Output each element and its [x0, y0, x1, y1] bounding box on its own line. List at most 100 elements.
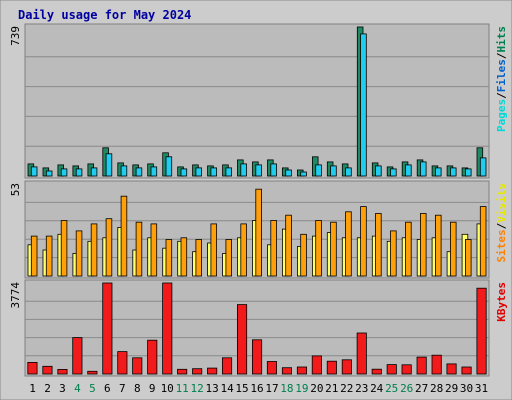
bar-kbytes-day-7	[117, 351, 128, 375]
bar-files-day-16	[255, 164, 262, 177]
legend-entry: Hits	[495, 26, 508, 53]
bar-sites-day-24	[375, 213, 382, 277]
bar-files-day-3	[60, 168, 68, 177]
bar-sites-day-23	[360, 206, 367, 277]
bar-files-day-8	[135, 167, 143, 177]
bar-sites-day-15	[240, 223, 247, 277]
bar-kbytes-day-27	[416, 356, 427, 375]
bar-kbytes-day-5	[87, 370, 98, 375]
legend-entry: Files	[495, 59, 508, 92]
bar-kbytes-day-30	[461, 366, 472, 375]
bar-kbytes-day-4	[72, 337, 83, 375]
x-tick-label-day-25: 25	[385, 382, 398, 395]
bar-sites-day-26	[405, 221, 412, 277]
bar-kbytes-day-19	[296, 366, 307, 375]
bar-kbytes-day-18	[281, 367, 292, 375]
x-tick-label-day-18: 18	[280, 382, 293, 395]
bar-files-day-14	[225, 167, 232, 177]
x-tick-label-day-26: 26	[400, 382, 413, 395]
bar-kbytes-day-17	[266, 361, 277, 375]
bar-sites-day-4	[75, 230, 83, 277]
bar-sites-day-1	[30, 235, 38, 277]
bar-sites-day-21	[330, 221, 337, 277]
legend-entry: /	[495, 92, 508, 99]
x-tick-label-day-2: 2	[44, 382, 51, 395]
bar-kbytes-day-10	[162, 282, 173, 375]
bar-kbytes-day-14	[221, 357, 233, 375]
bar-kbytes-day-25	[386, 364, 397, 375]
x-tick-label-day-21: 21	[325, 382, 338, 395]
bar-sites-day-10	[165, 239, 173, 277]
bar-kbytes-day-6	[102, 282, 113, 375]
bar-files-day-13	[210, 167, 217, 177]
y-axis-max-label: 739	[9, 26, 22, 46]
y-axis-max-label: 53	[9, 183, 22, 196]
bar-sites-day-20	[315, 220, 322, 277]
bar-kbytes-day-15	[236, 304, 248, 375]
x-tick-label-day-24: 24	[370, 382, 384, 395]
bar-files-day-25	[390, 168, 397, 177]
bar-files-day-9	[150, 166, 158, 177]
bar-files-day-12	[195, 167, 202, 177]
bar-kbytes-day-8	[132, 357, 143, 375]
bar-kbytes-day-21	[326, 360, 337, 375]
bar-files-day-26	[405, 164, 412, 177]
bar-files-day-30	[464, 168, 472, 177]
bar-files-day-2	[45, 170, 53, 177]
bar-sites-day-27	[419, 213, 427, 277]
x-axis-tick-labels: 1 2 3 4 5 6 7 8 9 10 11 12 13 14 15 16 17 18 19 20 21 22 23 24 2…	[29, 382, 488, 395]
bar-files-day-7	[120, 165, 128, 177]
x-tick-label-day-5: 5	[89, 382, 96, 395]
bar-kbytes-day-2	[42, 365, 53, 375]
bar-sites-day-2	[45, 235, 53, 277]
bar-files-day-28	[434, 167, 442, 177]
bar-sites-day-22	[345, 211, 352, 277]
bar-sites-day-30	[464, 239, 472, 277]
x-tick-label-day-22: 22	[340, 382, 353, 395]
x-tick-label-day-16: 16	[250, 382, 263, 395]
bar-sites-day-6	[105, 218, 113, 277]
x-tick-label-day-28: 28	[430, 382, 443, 395]
panel-legend: Pages/Files/Hits	[495, 26, 508, 132]
panel-legend: KBytes	[495, 282, 508, 322]
x-tick-label-day-10: 10	[161, 382, 174, 395]
bar-files-day-17	[270, 163, 277, 177]
bar-sites-day-5	[90, 223, 98, 277]
bar-kbytes-day-20	[311, 355, 322, 375]
bar-files-day-1	[30, 166, 38, 177]
bar-files-day-24	[375, 165, 382, 177]
x-tick-label-day-3: 3	[59, 382, 66, 395]
bar-kbytes-day-16	[251, 339, 263, 375]
x-tick-label-day-31: 31	[475, 382, 488, 395]
bar-sites-day-18	[285, 214, 292, 277]
bar-sites-day-16	[255, 188, 262, 277]
panel-kbytes: 3774 KBytes	[9, 279, 508, 377]
x-tick-label-day-4: 4	[74, 382, 81, 395]
bar-kbytes-day-9	[147, 339, 158, 375]
x-tick-label-day-15: 15	[235, 382, 248, 395]
chart-title: Daily usage for May 2024	[18, 8, 191, 22]
panel-sites-visits: 53 Sites/Visits	[9, 180, 508, 279]
bar-kbytes-day-28	[431, 354, 442, 375]
x-tick-label-day-7: 7	[119, 382, 126, 395]
bar-sites-day-29	[449, 221, 457, 277]
bar-files-day-5	[90, 167, 98, 177]
bar-kbytes-day-13	[207, 367, 218, 375]
bar-sites-day-3	[60, 220, 68, 277]
bar-sites-day-12	[195, 239, 202, 277]
bar-sites-day-28	[434, 214, 442, 277]
panel-legend: Sites/Visits	[495, 183, 508, 263]
bar-files-day-21	[330, 165, 337, 177]
bar-sites-day-13	[210, 223, 217, 277]
bar-files-day-23	[360, 33, 367, 177]
bar-files-day-6	[105, 153, 113, 177]
bar-files-day-4	[75, 168, 83, 177]
bar-sites-day-31	[479, 206, 487, 277]
bar-files-day-10	[165, 156, 173, 177]
legend-entry: KBytes	[495, 282, 508, 322]
bar-sites-day-14	[225, 239, 232, 277]
x-tick-label-day-14: 14	[220, 382, 234, 395]
legend-entry: /	[495, 222, 508, 229]
